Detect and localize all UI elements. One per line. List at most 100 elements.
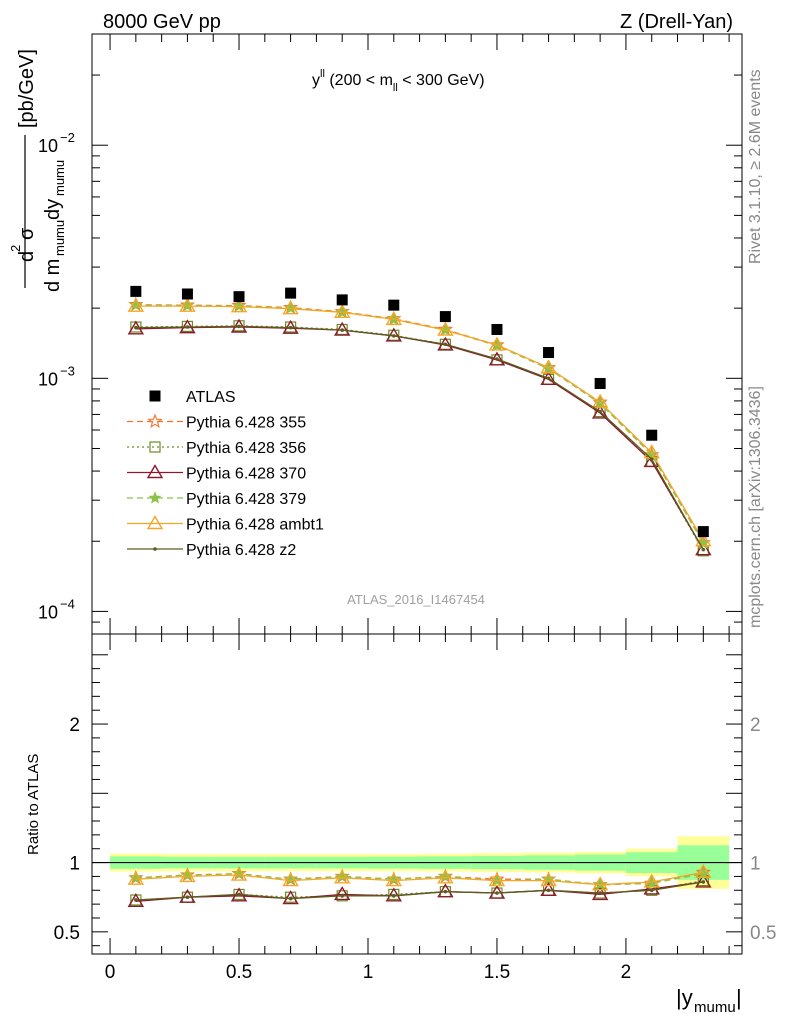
- legend-label: Pythia 6.428 356: [186, 440, 306, 457]
- main-series-line: [135, 325, 704, 551]
- main-y-tick-label: 10 −2: [38, 130, 75, 156]
- legend-item-pythia-6-428-379: Pythia 6.428 379: [127, 491, 306, 508]
- legend-item-pythia-6-428-356: Pythia 6.428 356: [127, 440, 306, 457]
- ratio-point: [230, 866, 248, 881]
- legend-label: Pythia 6.428 379: [186, 491, 306, 508]
- main-point: [333, 303, 351, 318]
- ratio-data-layer: [127, 863, 712, 908]
- main-point: [232, 299, 246, 312]
- svg-text:2: 2: [8, 245, 23, 252]
- legend-label: ATLAS: [186, 389, 236, 406]
- main-axes: 10−2 10−3 10−4: [38, 33, 742, 635]
- ratio-series-pythia-6-428-z2: [134, 880, 706, 902]
- main-point: [546, 376, 551, 381]
- ratio-panel: 0.5 0.5 1 1 2 2 0 0.5 1 1.5 2 Ratio to ATLAS |y mu…: [25, 633, 776, 1016]
- legend-label: Pythia 6.428 355: [186, 415, 306, 432]
- legend-item-pythia-6-428-z2: Pythia 6.428 z2: [127, 542, 296, 559]
- svg-text:dy: dy: [42, 199, 64, 220]
- main-panel: 10−2 10−3 10−4 yll (200 < mll < 300 GeV) d…: [8, 33, 743, 635]
- ratio-y-tick-label-right: 1: [750, 854, 761, 875]
- svg-text:[pb/GeV]: [pb/GeV]: [16, 49, 38, 128]
- ratio-point: [443, 889, 448, 894]
- ratio-point: [488, 872, 506, 887]
- ratio-point: [180, 868, 194, 881]
- watermark: ATLAS_2016_I1467454: [347, 592, 485, 607]
- main-point: [288, 325, 293, 330]
- ratio-point: [387, 872, 401, 885]
- legend-marker: [146, 515, 164, 530]
- ratio-point: [542, 872, 556, 885]
- main-point: [540, 359, 557, 374]
- ratio-point: [695, 873, 712, 888]
- ratio-point: [335, 869, 349, 882]
- ratio-point: [179, 868, 196, 883]
- x-tick-label: 0.5: [226, 962, 252, 983]
- main-data-layer: [127, 285, 712, 557]
- x-tick-label: 1.5: [484, 962, 510, 983]
- ratio-y-tick-label-right: 0.5: [750, 923, 776, 944]
- main-point: [491, 323, 503, 335]
- main-point: [598, 409, 602, 414]
- ratio-point: [540, 881, 557, 896]
- legend-label: Pythia 6.428 ambt1: [186, 517, 324, 534]
- ratio-series-pythia-6-428-ambt1: [127, 863, 712, 891]
- main-point: [185, 325, 190, 329]
- main-point: [129, 298, 143, 311]
- main-point: [179, 297, 196, 312]
- main-point: [340, 328, 344, 332]
- main-point: [127, 297, 145, 312]
- main-point: [388, 299, 400, 311]
- ratio-point: [288, 896, 293, 901]
- ratio-point: [591, 876, 609, 891]
- ratio-point: [333, 869, 351, 884]
- x-tick-label: 0: [105, 962, 116, 983]
- ratio-series-line: [135, 871, 704, 886]
- legend-marker: [149, 441, 161, 453]
- main-point: [282, 300, 299, 315]
- ratio-point: [598, 891, 602, 895]
- main-point: [284, 301, 298, 314]
- ratio-series-pythia-6-428-356: [130, 874, 709, 906]
- main-point: [543, 347, 555, 359]
- ratio-point: [237, 892, 241, 897]
- legend-marker: [149, 390, 161, 402]
- main-point: [695, 541, 712, 556]
- ratio-series-line: [135, 881, 704, 901]
- legend-item-atlas: ATLAS: [149, 389, 236, 406]
- ratio-point: [649, 888, 654, 893]
- svg-text:d: d: [16, 251, 38, 262]
- main-point: [233, 291, 245, 303]
- main-point: [488, 351, 506, 366]
- main-point: [649, 457, 654, 461]
- main-series-atlas: [130, 285, 709, 538]
- main-y-tick-label: 10 −3: [38, 363, 75, 389]
- main-series-line: [135, 305, 704, 542]
- main-point: [181, 288, 193, 300]
- x-tick-label: 2: [621, 962, 632, 983]
- ratio-point: [701, 880, 706, 884]
- y-axis-label: d 2 σ d m mumu dy mumu [pb/GeV]: [8, 49, 67, 292]
- main-point: [391, 334, 396, 338]
- ratio-point: [134, 898, 138, 902]
- main-series-pythia-6-428-z2: [134, 324, 706, 552]
- ratio-point: [437, 869, 454, 884]
- main-point: [646, 429, 658, 441]
- legend-label: Pythia 6.428 z2: [186, 542, 296, 559]
- legend-item-pythia-6-428-370: Pythia 6.428 370: [127, 464, 306, 483]
- main-point: [695, 532, 712, 547]
- ratio-point: [340, 894, 344, 898]
- x-tick-label: 1: [363, 962, 374, 983]
- main-point: [130, 285, 142, 297]
- main-point: [237, 324, 241, 329]
- ratio-point: [385, 872, 403, 887]
- svg-text:|: |: [736, 985, 742, 1010]
- main-point: [439, 311, 451, 323]
- main-point: [495, 357, 499, 361]
- main-series-pythia-6-428-ambt1: [127, 297, 712, 547]
- main-point: [333, 321, 351, 336]
- svg-text:|y: |y: [676, 985, 693, 1010]
- ratio-y-label: Ratio to ATLAS: [25, 754, 42, 855]
- ratio-point: [129, 870, 143, 884]
- legend-marker: [153, 547, 157, 551]
